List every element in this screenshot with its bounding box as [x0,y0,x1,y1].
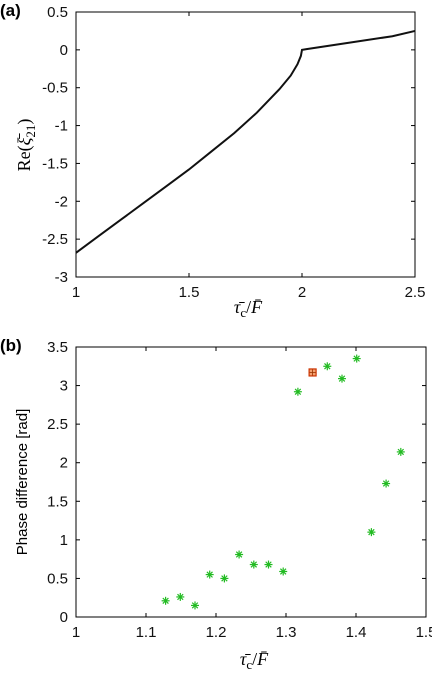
x-tick-label: 1.2 [206,624,227,641]
data-point [220,574,229,583]
data-point [205,570,214,579]
y-tick-label: 1 [60,532,68,549]
data-point [176,592,185,601]
panel-b-plot-frame [75,346,427,618]
series-line [75,29,416,254]
panel-b-series [161,354,405,610]
y-tick-label: 0.5 [47,570,68,587]
y-tick-label: 0 [60,42,68,59]
data-point [323,362,332,371]
panel-a-plot-frame [75,11,416,278]
y-tick-label: -1 [55,118,68,135]
x-tick-label: 1.3 [276,624,297,641]
x-tick-label: 1.5 [416,624,432,641]
panel-b-y-ticks: 3.5 3 2.5 2 1.5 1 0.5 0 [47,339,426,626]
y-tick-label: -2 [55,193,68,210]
panel-a-x-axis-label: τ̄c/F̄ [234,297,263,320]
data-point [367,528,376,537]
y-tick-label: -0.5 [42,80,68,97]
panel-b-y-axis-label: Phase difference [rad] [14,409,31,555]
x-tick-label: 1 [72,284,80,301]
data-point [235,550,244,559]
x-tick-label: 1.4 [346,624,367,641]
data-point [338,374,346,383]
panel-a-x-ticks: 1 1.5 2 2.5 [72,12,426,301]
data-point [161,596,170,605]
y-tick-label: 1.5 [47,493,68,510]
data-point [382,479,391,488]
panel-b: (b) 1 1.1 1.2 1.3 1.4 1.5 3.5 3 2.5 2 1.5 1 0.5 0 τ̄… [0,336,432,672]
highlight-point [308,368,317,377]
panel-b-x-axis-label: τ̄c/F̄ [240,649,269,672]
y-tick-label: 3.5 [47,339,68,356]
data-point [279,567,288,576]
panel-a-series [75,29,416,254]
x-tick-label: 1.1 [136,624,157,641]
data-point [264,560,273,569]
data-point [352,354,361,363]
y-tick-label: 0.5 [47,4,68,21]
x-tick-label: 2.5 [405,284,426,301]
y-tick-label: 0 [60,609,68,626]
panel-b-label: (b) [0,336,22,355]
x-tick-label: 1 [72,624,80,641]
panel-a-y-axis-label: Re(ξ̄21) [14,119,38,172]
data-point [249,560,258,569]
data-point [396,447,405,456]
y-tick-label: 2.5 [47,416,68,433]
panel-a: (a) 1 1.5 2 2.5 0.5 0 -0.5 -1 -1.5 -2 -2.5 -3 τ̄c/… [0,1,425,320]
panel-a-label: (a) [0,1,21,20]
x-tick-label: 1.5 [179,284,200,301]
y-tick-label: -2.5 [42,231,68,248]
y-tick-label: -3 [55,269,68,286]
data-point [191,601,199,610]
panel-a-y-ticks: 0.5 0 -0.5 -1 -1.5 -2 -2.5 -3 [42,4,415,286]
y-tick-label: 3 [60,378,68,395]
x-tick-label: 2 [298,284,306,301]
y-tick-label: -1.5 [42,155,68,172]
data-point [293,387,302,396]
panel-b-x-ticks: 1 1.1 1.2 1.3 1.4 1.5 [72,347,432,641]
y-tick-label: 2 [60,455,68,472]
